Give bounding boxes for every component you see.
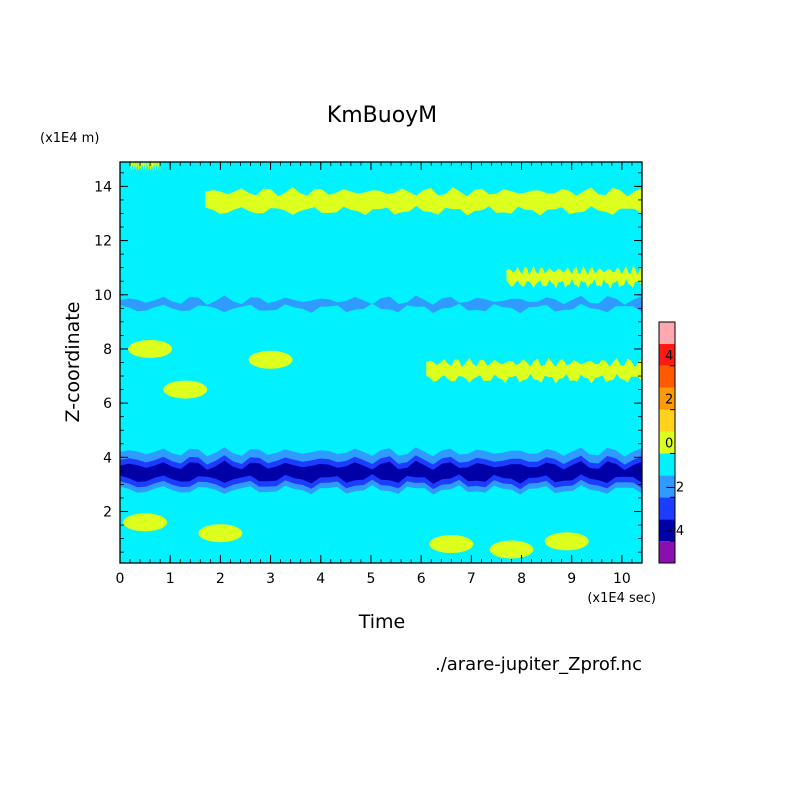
positive-patch <box>248 350 293 369</box>
positive-patch <box>544 532 589 551</box>
positive-patch <box>489 540 534 559</box>
colorbar-segment <box>659 409 675 432</box>
y-axis: 2 4 6 8 10 12 14 <box>94 172 642 553</box>
positive-patch <box>429 535 474 554</box>
chart-title: KmBuoyM <box>327 103 437 128</box>
y-tick-label: 14 <box>94 179 112 195</box>
source-file-label: ./arare-jupiter_Zprof.nc <box>435 654 642 675</box>
x-tick-label: 6 <box>417 571 426 587</box>
x-tick-label: 0 <box>116 571 125 587</box>
field-background <box>120 162 642 563</box>
x-tick-label: 7 <box>467 571 476 587</box>
positive-band <box>506 265 642 289</box>
colorbar-segment <box>659 497 675 520</box>
x-tick-label: 10 <box>613 571 631 587</box>
colorbar-ticks: 4 2 0 −2 −4 <box>665 349 684 542</box>
colorbar-tick-label: −2 <box>665 480 684 495</box>
x-tick-label: 5 <box>367 571 376 587</box>
y-tick-label: 2 <box>103 505 112 521</box>
colorbar-segment <box>659 475 675 498</box>
positive-band <box>426 357 642 384</box>
colorbar-segment <box>659 343 675 366</box>
x-axis-label: Time <box>358 611 406 633</box>
y-axis-label: Z-coordinate <box>62 302 84 423</box>
positive-band <box>205 187 642 216</box>
positive-patch <box>163 380 208 399</box>
negative-band <box>120 460 642 484</box>
y-tick-label: 4 <box>103 450 112 466</box>
colorbar-tick-label: 2 <box>665 393 673 408</box>
colorbar-segment <box>659 541 675 563</box>
negative-band <box>120 295 642 314</box>
positive-band <box>130 162 161 173</box>
positive-patch <box>123 513 168 532</box>
x-tick-label: 4 <box>316 571 325 587</box>
x-axis: 0 1 2 3 4 5 6 7 8 9 10 <box>116 162 643 587</box>
colorbar-segment <box>659 453 675 476</box>
x-tick-label: 8 <box>517 571 526 587</box>
colorbar-tick-label: 4 <box>665 349 673 364</box>
x-tick-label: 9 <box>567 571 576 587</box>
colorbar-segment <box>659 519 675 542</box>
x-tick-label: 1 <box>166 571 175 587</box>
colorbar-segment <box>659 365 675 388</box>
colorbar-segment <box>659 322 675 344</box>
colorbar-tick-label: 0 <box>665 436 673 451</box>
y-tick-label: 10 <box>94 288 112 304</box>
y-tick-label: 6 <box>103 396 112 412</box>
x-unit-label: (x1E4 sec) <box>587 591 656 606</box>
colorbar-segment <box>659 387 675 410</box>
y-unit-label: (x1E4 m) <box>40 131 99 146</box>
y-tick-label: 12 <box>94 234 112 250</box>
x-tick-label: 3 <box>266 571 275 587</box>
colorbar-tick-label: −4 <box>665 524 684 539</box>
positive-patch <box>198 524 243 543</box>
colorbar <box>658 321 676 564</box>
colorbar-segment <box>659 431 675 454</box>
plot-area <box>120 162 642 563</box>
y-tick-label: 8 <box>103 342 112 358</box>
positive-patch <box>128 339 173 358</box>
x-tick-label: 2 <box>216 571 225 587</box>
colorbar-frame <box>658 321 676 564</box>
